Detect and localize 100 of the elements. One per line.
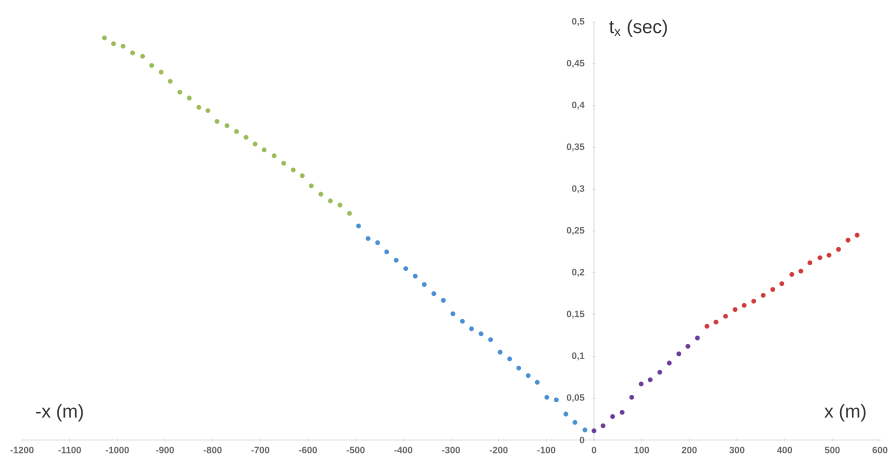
point (657, 370, 662, 375)
point (177, 90, 182, 95)
x-tick-label: 600 (872, 446, 888, 454)
annotation: -x (m) (36, 404, 83, 422)
point (356, 224, 361, 228)
point (300, 173, 305, 178)
y-tick-label: 0,3 (572, 185, 584, 194)
y-tick-label: 0,1 (572, 352, 584, 360)
point (120, 44, 126, 49)
point (544, 394, 550, 400)
point (375, 240, 380, 246)
point (751, 298, 756, 304)
point (214, 119, 220, 124)
point (347, 211, 352, 216)
point (440, 298, 446, 303)
point (140, 54, 146, 59)
point (742, 302, 747, 308)
y-tick-label: 0,25 (566, 227, 584, 235)
point (272, 153, 277, 158)
x-tick-label: 0 (592, 446, 596, 454)
y-axis-title: t$_{x}$ (sec) (609, 20, 667, 37)
point (638, 382, 644, 386)
x-tick-label: -700 (251, 446, 270, 454)
y-tick-label: 0,15 (566, 310, 584, 319)
point (308, 183, 314, 188)
x-tick-label: 500 (824, 446, 840, 454)
x-tick-label: 100 (634, 446, 650, 454)
point (676, 351, 682, 356)
point (366, 236, 370, 241)
x-tick-label: -1000 (106, 446, 129, 454)
x-axis-title: x (m) (824, 404, 866, 422)
x-tick-label: -500 (346, 446, 365, 454)
point (196, 104, 202, 110)
point (526, 373, 531, 378)
point (554, 397, 559, 402)
point (789, 272, 794, 277)
y-tick-label: 0,4 (572, 102, 585, 110)
point (704, 324, 710, 329)
point (478, 331, 484, 336)
point (394, 258, 399, 263)
point (836, 246, 841, 252)
y-tick-label: 0,5 (572, 18, 584, 26)
point (592, 428, 596, 434)
point (252, 142, 258, 146)
point (760, 292, 766, 298)
point (723, 314, 728, 319)
point (281, 160, 286, 166)
x-tick-label: 200 (682, 446, 697, 454)
x-tick-label: -100 (537, 446, 556, 454)
point (826, 252, 832, 258)
point (732, 307, 738, 312)
y-tick-label: 0 (580, 436, 584, 444)
point (384, 249, 390, 254)
point (206, 108, 210, 114)
point (488, 337, 493, 342)
y-tick-label: 0,35 (566, 143, 584, 152)
point (224, 123, 230, 128)
point (244, 134, 248, 140)
point (686, 344, 690, 349)
x-tick-label: -600 (299, 446, 317, 454)
point (431, 291, 436, 296)
x-tick-label: -1100 (58, 446, 81, 454)
y-tick-label: 0,05 (566, 394, 584, 402)
point (695, 336, 700, 340)
point (412, 274, 418, 279)
point (582, 428, 588, 432)
point (572, 420, 578, 425)
point (629, 394, 634, 400)
point (600, 423, 606, 428)
x-tick-label: -800 (204, 446, 222, 454)
point (620, 410, 625, 415)
x-tick-label: -400 (394, 446, 412, 454)
point (149, 63, 154, 68)
point (450, 311, 456, 316)
point (262, 147, 267, 152)
point (469, 326, 474, 332)
x-tick-label: 300 (729, 446, 744, 454)
point (714, 320, 718, 325)
x-tick-label: -300 (442, 446, 460, 454)
point (290, 168, 296, 172)
point (338, 202, 342, 208)
point (516, 366, 522, 370)
point (318, 192, 324, 197)
point (666, 360, 672, 366)
point (102, 35, 107, 40)
point (563, 412, 568, 416)
point (779, 281, 784, 286)
y-tick-label: 0,45 (566, 60, 584, 68)
x-tick-label: -1200 (10, 446, 34, 454)
point (328, 198, 333, 204)
point (460, 318, 465, 324)
point (846, 238, 850, 243)
point (648, 377, 653, 382)
y-tick-label: 0,2 (572, 268, 584, 277)
point (770, 287, 776, 292)
point (130, 50, 135, 56)
point (234, 129, 239, 134)
point (808, 260, 812, 266)
point (798, 268, 804, 274)
point (403, 266, 408, 272)
